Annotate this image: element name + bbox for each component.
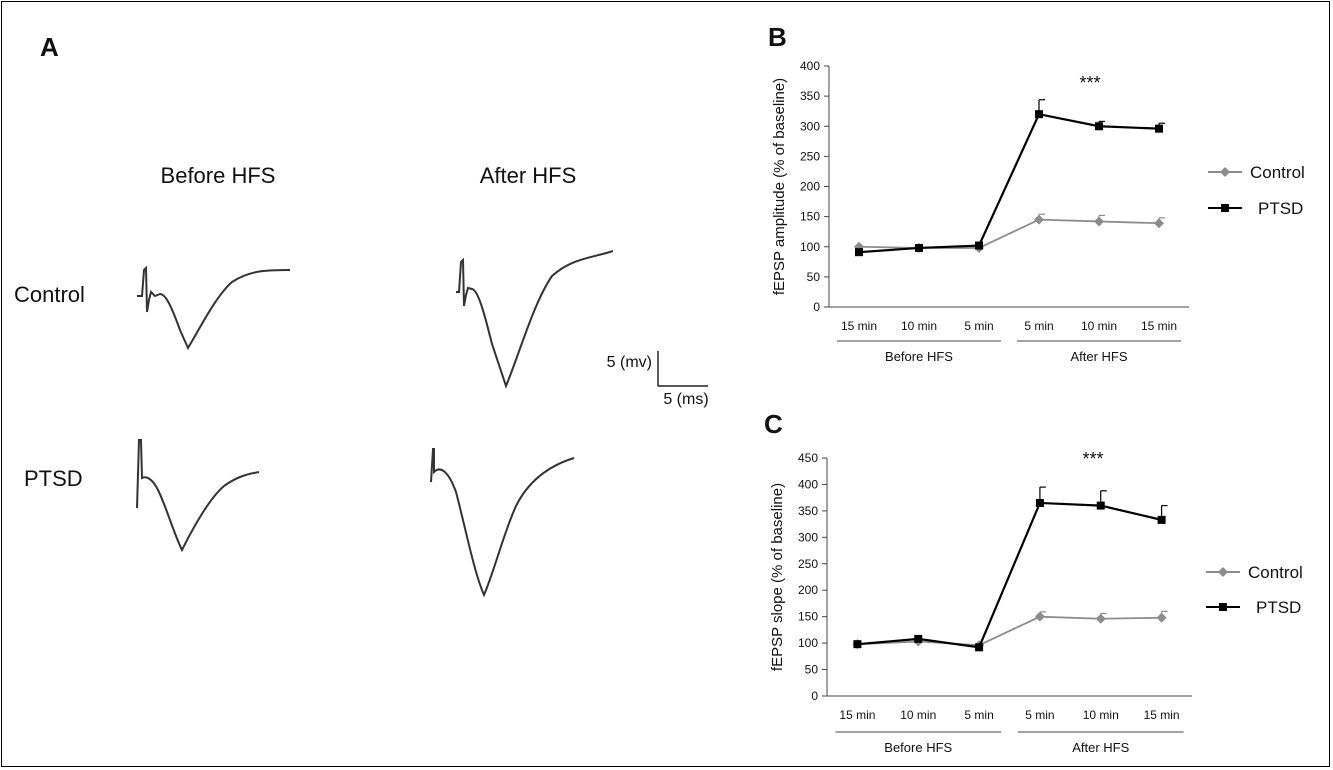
x-tick-label: 10 min xyxy=(1081,319,1117,333)
x-tick-label: 15 min xyxy=(841,319,877,333)
series-line-ptsd xyxy=(857,501,1162,649)
panel-c-label: C xyxy=(764,409,783,439)
y-tick-label: 0 xyxy=(813,300,820,314)
data-point-control xyxy=(1095,613,1106,624)
data-point-control xyxy=(1154,218,1164,229)
trace-ptsd-after xyxy=(430,448,575,598)
y-axis-label: fEPSP slope (% of baseline) xyxy=(769,483,786,671)
data-point-ptsd xyxy=(914,634,923,643)
data-point-ptsd xyxy=(853,640,862,649)
data-point-ptsd xyxy=(975,643,984,652)
x-tick-label: 15 min xyxy=(1141,319,1177,333)
significance-annotation: *** xyxy=(1082,449,1103,469)
x-tick-label: 10 min xyxy=(900,708,936,722)
legend-marker xyxy=(1218,567,1228,577)
y-tick-label: 50 xyxy=(807,270,821,284)
data-point-ptsd xyxy=(1096,501,1105,510)
data-point-ptsd xyxy=(1035,110,1043,119)
y-tick-label: 450 xyxy=(798,451,818,465)
row-label-control: Control xyxy=(14,282,85,307)
group-label: Before HFS xyxy=(884,740,952,755)
panel-b-label: B xyxy=(768,22,787,52)
y-tick-label: 300 xyxy=(800,119,820,133)
scale-bar-time-label: 5 (ms) xyxy=(663,391,708,408)
x-tick-label: 15 min xyxy=(1144,708,1180,722)
x-tick-label: 5 min xyxy=(964,319,993,333)
group-label: After HFS xyxy=(1070,349,1127,364)
data-point-control xyxy=(1156,612,1167,623)
data-point-control xyxy=(1034,214,1044,225)
panel-c: C 0 50 100 150 200 250 300 350 400 450 fEPSP slope… xyxy=(764,409,1303,755)
y-tick-label: 350 xyxy=(798,504,818,518)
y-tick-label: 0 xyxy=(811,689,818,703)
data-point-control xyxy=(1094,216,1104,227)
data-point-ptsd xyxy=(855,248,863,257)
y-tick-label: 100 xyxy=(800,240,820,254)
x-tick-label: 5 min xyxy=(964,708,993,722)
series-line-control xyxy=(857,615,1162,647)
panel-b: B 0 50 100 150 200 250 300 350 400 fEPSP amplitud… xyxy=(768,22,1305,364)
panel-a: A Before HFS After HFS Control PTSD 5 (m… xyxy=(14,32,709,598)
significance-annotation: *** xyxy=(1079,73,1100,93)
x-tick-label: 15 min xyxy=(839,708,875,722)
data-point-control xyxy=(1034,611,1045,622)
data-point-ptsd xyxy=(1095,122,1103,131)
group-label: Before HFS xyxy=(885,349,953,364)
y-tick-label: 300 xyxy=(798,530,818,544)
legend-marker xyxy=(1221,204,1229,212)
data-point-ptsd xyxy=(915,243,923,252)
col-header-after: After HFS xyxy=(480,163,577,188)
group-label: After HFS xyxy=(1072,740,1129,755)
y-tick-label: 200 xyxy=(798,583,818,597)
legend-marker xyxy=(1220,167,1230,177)
legend-marker xyxy=(1219,603,1227,611)
legend-label: Control xyxy=(1248,563,1303,582)
series-line-ptsd xyxy=(858,112,1160,254)
y-tick-label: 400 xyxy=(798,477,818,491)
col-header-before: Before HFS xyxy=(161,163,276,188)
y-tick-label: 350 xyxy=(800,89,820,103)
y-axis-label: fEPSP amplitude (% of baseline) xyxy=(771,78,788,295)
trace-control-after xyxy=(456,250,614,389)
y-tick-label: 250 xyxy=(798,557,818,571)
y-tick-label: 150 xyxy=(798,610,818,624)
y-tick-label: 50 xyxy=(805,663,819,677)
legend-label: PTSD xyxy=(1258,199,1303,218)
data-point-ptsd xyxy=(1157,515,1166,524)
legend-label: Control xyxy=(1250,163,1305,182)
y-tick-label: 150 xyxy=(800,210,820,224)
y-tick-label: 100 xyxy=(798,636,818,650)
x-tick-label: 10 min xyxy=(1083,708,1119,722)
x-tick-label: 5 min xyxy=(1024,319,1053,333)
scale-bar xyxy=(657,351,708,387)
y-tick-label: 200 xyxy=(800,180,820,194)
data-point-ptsd xyxy=(1035,498,1044,507)
y-tick-label: 250 xyxy=(800,149,820,163)
series-line-control xyxy=(858,218,1160,249)
row-label-ptsd: PTSD xyxy=(24,466,83,491)
trace-control-before xyxy=(137,265,291,351)
y-tick-label: 400 xyxy=(800,59,820,73)
panel-a-label: A xyxy=(40,32,59,62)
data-point-ptsd xyxy=(975,241,983,250)
x-tick-label: 5 min xyxy=(1025,708,1054,722)
legend-label: PTSD xyxy=(1256,598,1301,617)
trace-ptsd-before xyxy=(136,439,260,553)
x-tick-label: 10 min xyxy=(901,319,937,333)
data-point-ptsd xyxy=(1155,124,1163,133)
scale-bar-voltage-label: 5 (mv) xyxy=(607,354,652,371)
